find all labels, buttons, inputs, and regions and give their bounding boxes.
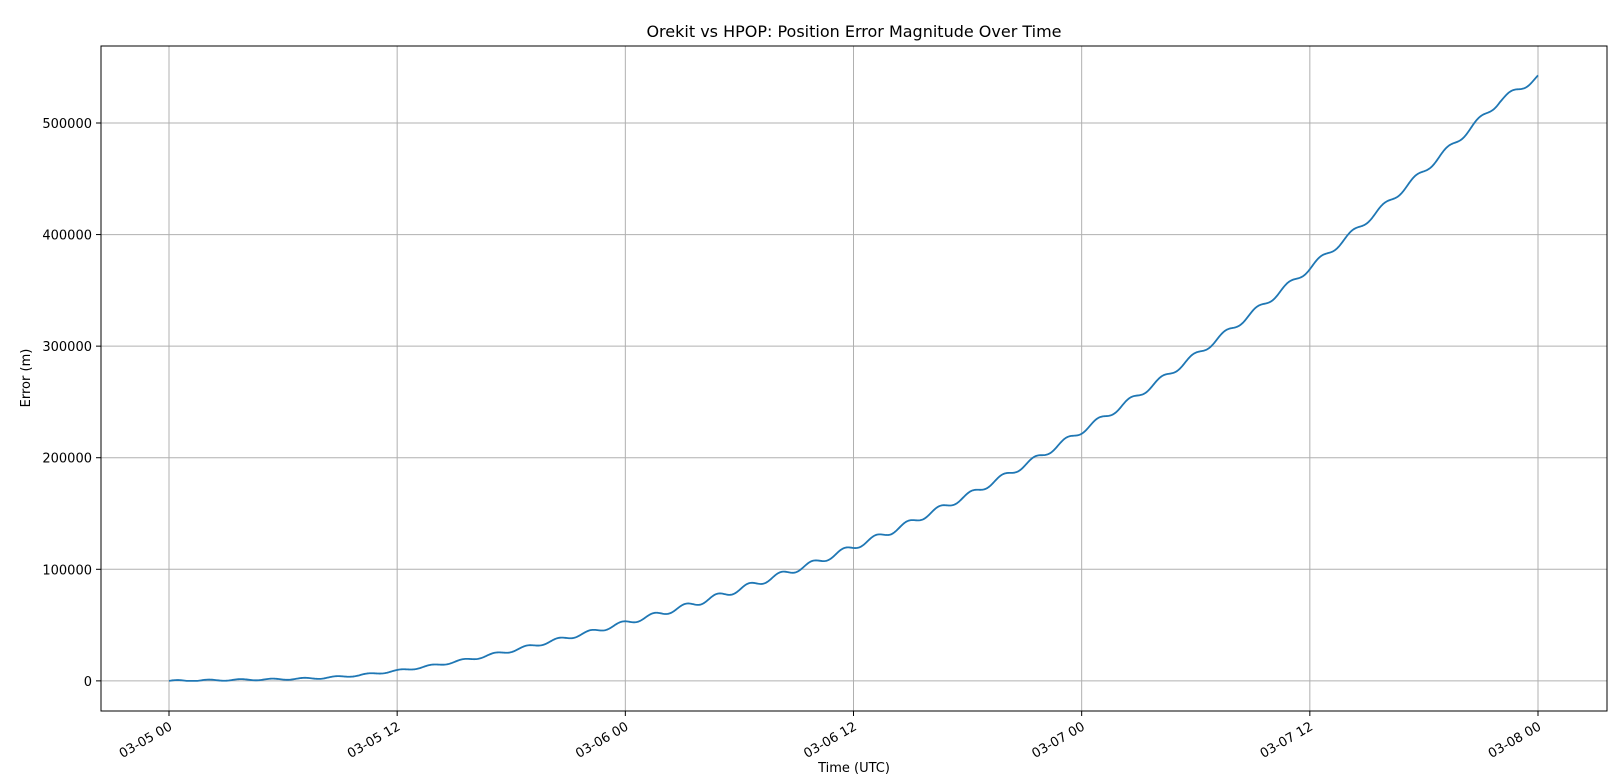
x-axis-label: Time (UTC): [817, 761, 890, 776]
series-line: [168, 74, 1539, 682]
grid: [101, 46, 1607, 711]
y-tick-label: 300000: [42, 340, 92, 355]
chart-title: Orekit vs HPOP: Position Error Magnitude…: [646, 22, 1061, 41]
y-tick-label: 100000: [42, 563, 92, 578]
y-tick-label: 0: [84, 675, 92, 690]
y-axis-label: Error (m): [19, 349, 34, 408]
y-tick-label: 500000: [42, 117, 92, 132]
y-tick-label: 400000: [42, 229, 92, 244]
y-tick-label: 200000: [42, 452, 92, 467]
